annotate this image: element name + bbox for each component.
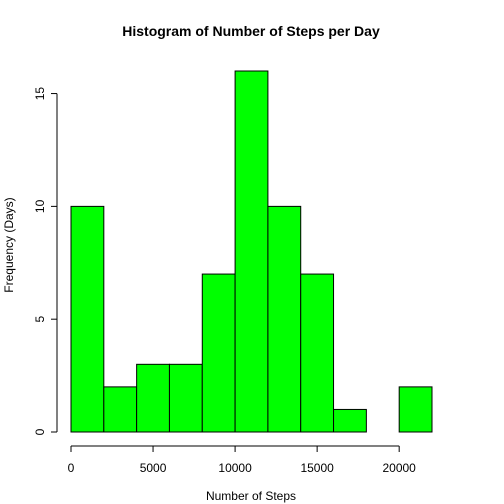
x-tick-label-20000: 20000 [382,461,416,475]
y-axis-label: Frequency (Days) [2,197,16,292]
bar-12000-14000 [267,205,302,433]
x-tick-label-10000: 10000 [218,461,252,475]
chart-title: Histogram of Number of Steps per Day [122,23,380,39]
y-tick-label-15: 15 [33,87,47,101]
y-tick-label-10: 10 [33,199,47,213]
x-tick-label-5000: 5000 [140,461,167,475]
y-tick-label-0: 0 [33,428,47,435]
x-axis-label: Number of Steps [206,489,296,503]
x-axis: 0 5000 10000 15000 20000 [68,445,416,475]
y-axis: 0 5 10 15 [33,87,58,435]
bar-2000-4000 [103,386,138,433]
bar-0-2000 [70,205,105,433]
x-tick-label-0: 0 [68,461,75,475]
bar-4000-6000 [136,363,170,433]
bar-6000-8000 [168,363,203,433]
bar-20000-22000 [398,386,433,433]
bar-8000-10000 [201,273,236,433]
x-tick-label-15000: 15000 [300,461,334,475]
bar-10000-12000 [234,70,269,433]
bar-14000-16000 [300,273,335,433]
bar-16000-18000 [333,408,367,433]
y-tick-label-5: 5 [33,316,47,323]
bars-group [70,70,433,433]
